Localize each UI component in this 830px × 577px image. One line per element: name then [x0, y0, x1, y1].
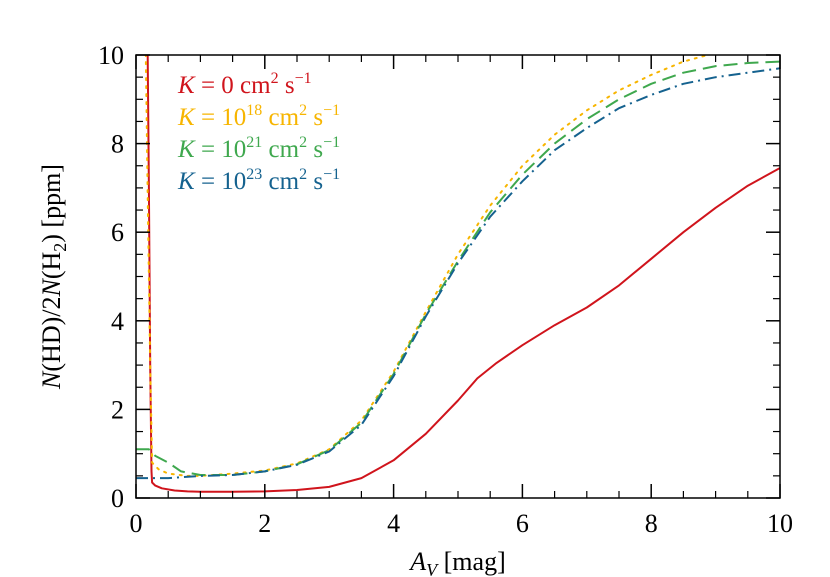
tick-labels: 0 2 4 6 8 10 0 2 4 6 8 10 [98, 41, 793, 538]
x-tick-label: 4 [387, 509, 400, 538]
y-axis-title: N(HD)/2N(H2) [ppm] [37, 164, 70, 390]
y-tick-label: 4 [111, 307, 124, 336]
series-line-3 [136, 67, 780, 480]
series-line-2 [136, 60, 780, 476]
y-tick-label: 8 [111, 130, 124, 159]
y-tick-label: 0 [111, 484, 124, 513]
series-line-1 [144, 55, 712, 477]
x-tick-label: 6 [516, 509, 529, 538]
y-tick-label: 2 [111, 395, 124, 424]
x-tick-label: 8 [645, 509, 658, 538]
y-tick-label: 6 [111, 218, 124, 247]
series-line-0 [146, 55, 780, 493]
plot-lines [136, 55, 780, 493]
x-axis-title: AV [mag] [408, 547, 505, 577]
legend-entry-k0: K = 0 cm2 s−1 [177, 70, 312, 99]
x-tick-label: 0 [130, 509, 143, 538]
legend: K = 0 cm2 s−1 K = 1018 cm2 s−1 K = 1021 … [177, 70, 340, 195]
legend-entry-k21: K = 1021 cm2 s−1 [177, 134, 340, 163]
axis-ticks [135, 54, 781, 499]
x-tick-label: 10 [767, 509, 793, 538]
legend-entry-k18: K = 1018 cm2 s−1 [177, 102, 340, 131]
x-tick-label: 2 [258, 509, 271, 538]
legend-entry-k23: K = 1023 cm2 s−1 [177, 166, 340, 195]
y-tick-label: 10 [98, 41, 124, 70]
